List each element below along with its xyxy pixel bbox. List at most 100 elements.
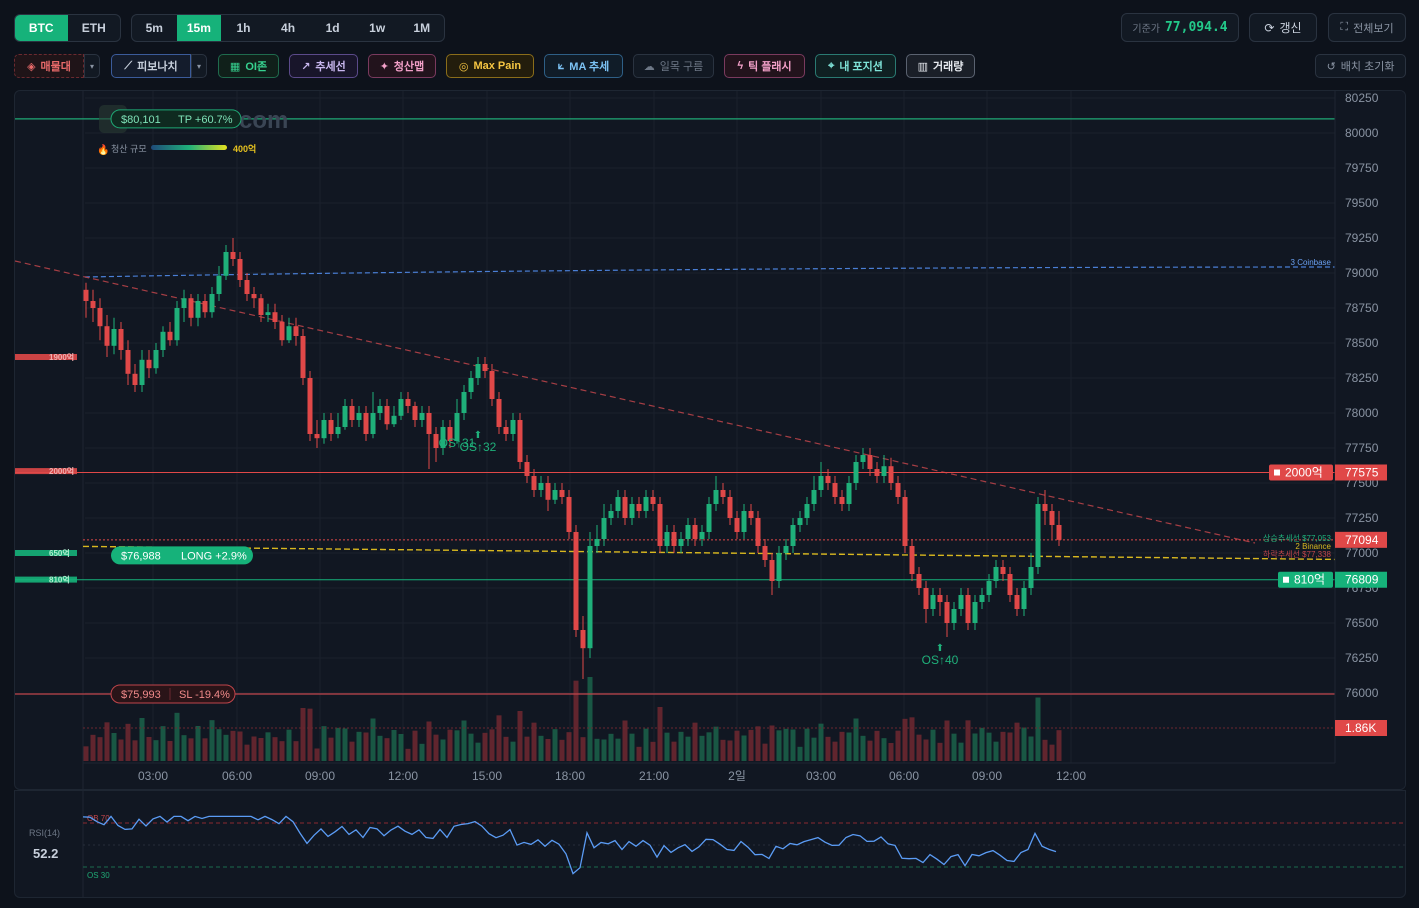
volume-bar — [188, 738, 194, 761]
volume-bar — [1021, 727, 1027, 761]
timeframe-5m-button[interactable]: 5m — [132, 15, 177, 41]
volume-bar — [727, 740, 733, 761]
volume-bar — [461, 720, 467, 761]
bar-chart-icon: ▥ — [917, 60, 929, 73]
candle-body — [419, 413, 425, 420]
candle-body — [678, 539, 684, 546]
timeframe-selector: 5m 15m 1h 4h 1d 1w 1M — [131, 14, 445, 42]
candle-body — [713, 490, 719, 504]
volume-bar — [636, 746, 642, 761]
liquidation-map-toggle[interactable]: ✦ 청산맵 — [368, 54, 436, 78]
candle-body — [650, 497, 656, 504]
fullscreen-button[interactable]: ⛶ 전체보기 — [1328, 13, 1406, 42]
my-position-toggle[interactable]: ⌖ 내 포지션 — [815, 54, 896, 78]
liq-line-tag-label: 810억 — [1294, 573, 1325, 587]
volume-label: 거래량 — [933, 61, 964, 73]
volume-bar — [517, 711, 523, 761]
price-tick-label: 79000 — [1345, 266, 1379, 280]
volume-bar — [909, 717, 915, 761]
fullscreen-icon: ⛶ — [1340, 21, 1349, 33]
reference-price: 기준가 77,094.4 — [1121, 13, 1239, 42]
line-chart-icon: ⟀ — [557, 59, 565, 72]
fibonacci-toggle[interactable]: ⟋ 피보나치 — [111, 54, 191, 78]
timeframe-1h-button[interactable]: 1h — [221, 15, 266, 41]
asset-eth-button[interactable]: ETH — [68, 15, 121, 41]
tp-price: $80,101 — [121, 114, 161, 126]
price-chart-panel[interactable]: ⬆OS↑31⬆OS↑32⬆OS↑40⬆OS↑8⬆OS↑34com$80,101T… — [14, 90, 1406, 790]
candle-body — [958, 595, 964, 609]
rsi-chart[interactable]: RSI(14) 52.2 OB 70 OS 30 — [15, 791, 1406, 898]
ma-trend-toggle[interactable]: ⟀ MA 추세 — [544, 54, 623, 78]
volume-bar — [832, 741, 838, 761]
reset-layout-button[interactable]: ↺ 배치 초기화 — [1315, 54, 1406, 78]
candles — [83, 238, 1062, 679]
timeframe-15m-button[interactable]: 15m — [176, 15, 222, 41]
volume-bar — [972, 733, 978, 761]
trendline-toggle[interactable]: ↗ 추세선 — [289, 54, 358, 78]
candle-body — [412, 406, 418, 420]
volume-bar — [300, 708, 306, 761]
volume-bar — [685, 736, 691, 761]
asset-btc-button[interactable]: BTC — [15, 15, 68, 41]
binance-label: 2 Binance — [1295, 542, 1331, 551]
os-arrow: ⬆ — [453, 426, 461, 437]
liq-depth-label: 650억 — [49, 548, 70, 558]
price-tick-label: 80000 — [1345, 126, 1379, 140]
candle-body — [426, 413, 432, 434]
fibonacci-dropdown-caret[interactable]: ▾ — [191, 54, 207, 78]
rsi-ob-label: OB 70 — [87, 814, 110, 823]
flame-icon: ✦ — [379, 60, 389, 73]
price-chart[interactable]: ⬆OS↑31⬆OS↑32⬆OS↑40⬆OS↑8⬆OS↑34com$80,101T… — [15, 91, 1406, 790]
candle-body — [734, 518, 740, 532]
price-tag — [1335, 464, 1387, 481]
price-tag — [1335, 571, 1387, 588]
orderbook-label: 매물대 — [40, 61, 71, 73]
candle-body — [293, 326, 299, 336]
volume-bar — [384, 738, 390, 761]
timeframe-1M-button[interactable]: 1M — [399, 15, 444, 41]
candle-body — [111, 329, 117, 346]
candle-body — [629, 504, 635, 518]
volume-bar — [874, 730, 880, 761]
max-pain-toggle[interactable]: ◎ Max Pain — [446, 54, 534, 78]
liq-scale-bar — [151, 145, 227, 150]
ichimoku-toggle[interactable]: ☁ 일목 구름 — [633, 54, 714, 78]
candle-body — [384, 406, 390, 425]
reference-price-value: 77,094.4 — [1164, 20, 1228, 35]
volume-bar — [1028, 736, 1034, 761]
candle-body — [83, 289, 89, 301]
price-tick-label: 78500 — [1345, 336, 1379, 350]
liq-depth-bar — [15, 550, 77, 556]
refresh-button[interactable]: ⟳ 갱신 — [1249, 13, 1317, 42]
volume-bar — [993, 741, 999, 761]
orderbook-toggle[interactable]: ◈ 매물대 — [14, 54, 84, 78]
liq-depth-label: 810억 — [49, 575, 70, 585]
price-tick-label: 77250 — [1345, 511, 1379, 525]
rsi-panel[interactable]: RSI(14) 52.2 OB 70 OS 30 — [14, 790, 1406, 898]
square-icon — [1283, 576, 1289, 583]
volume-bar — [552, 729, 558, 761]
timeframe-1w-button[interactable]: 1w — [355, 15, 400, 41]
timeframe-1d-button[interactable]: 1d — [310, 15, 355, 41]
timeframe-4h-button[interactable]: 4h — [266, 15, 311, 41]
price-tick-label: 76250 — [1345, 651, 1379, 665]
candle-body — [377, 406, 383, 413]
os-arrow: ⬆ — [474, 430, 482, 441]
lightning-icon: ϟ — [737, 60, 744, 72]
volume-bar — [314, 748, 320, 761]
volume-bar — [713, 726, 719, 761]
tick-flash-toggle[interactable]: ϟ 틱 플래시 — [724, 54, 805, 78]
volume-bar — [923, 739, 929, 761]
rsi-value: 52.2 — [33, 846, 58, 861]
volume-bar — [958, 742, 964, 761]
volume-toggle[interactable]: ▥ 거래량 — [906, 54, 975, 78]
candle-body — [664, 532, 670, 546]
volume-bar — [405, 748, 411, 761]
orderbook-dropdown-caret[interactable]: ▾ — [84, 54, 100, 78]
candle-body — [769, 560, 775, 581]
location-pin-icon: ⌖ — [828, 59, 835, 72]
oi-zone-toggle[interactable]: ▦ OI존 — [218, 54, 279, 78]
entry-price: $76,988 — [121, 550, 161, 562]
liq-depth-bar — [15, 576, 77, 583]
candle-body — [573, 532, 579, 630]
